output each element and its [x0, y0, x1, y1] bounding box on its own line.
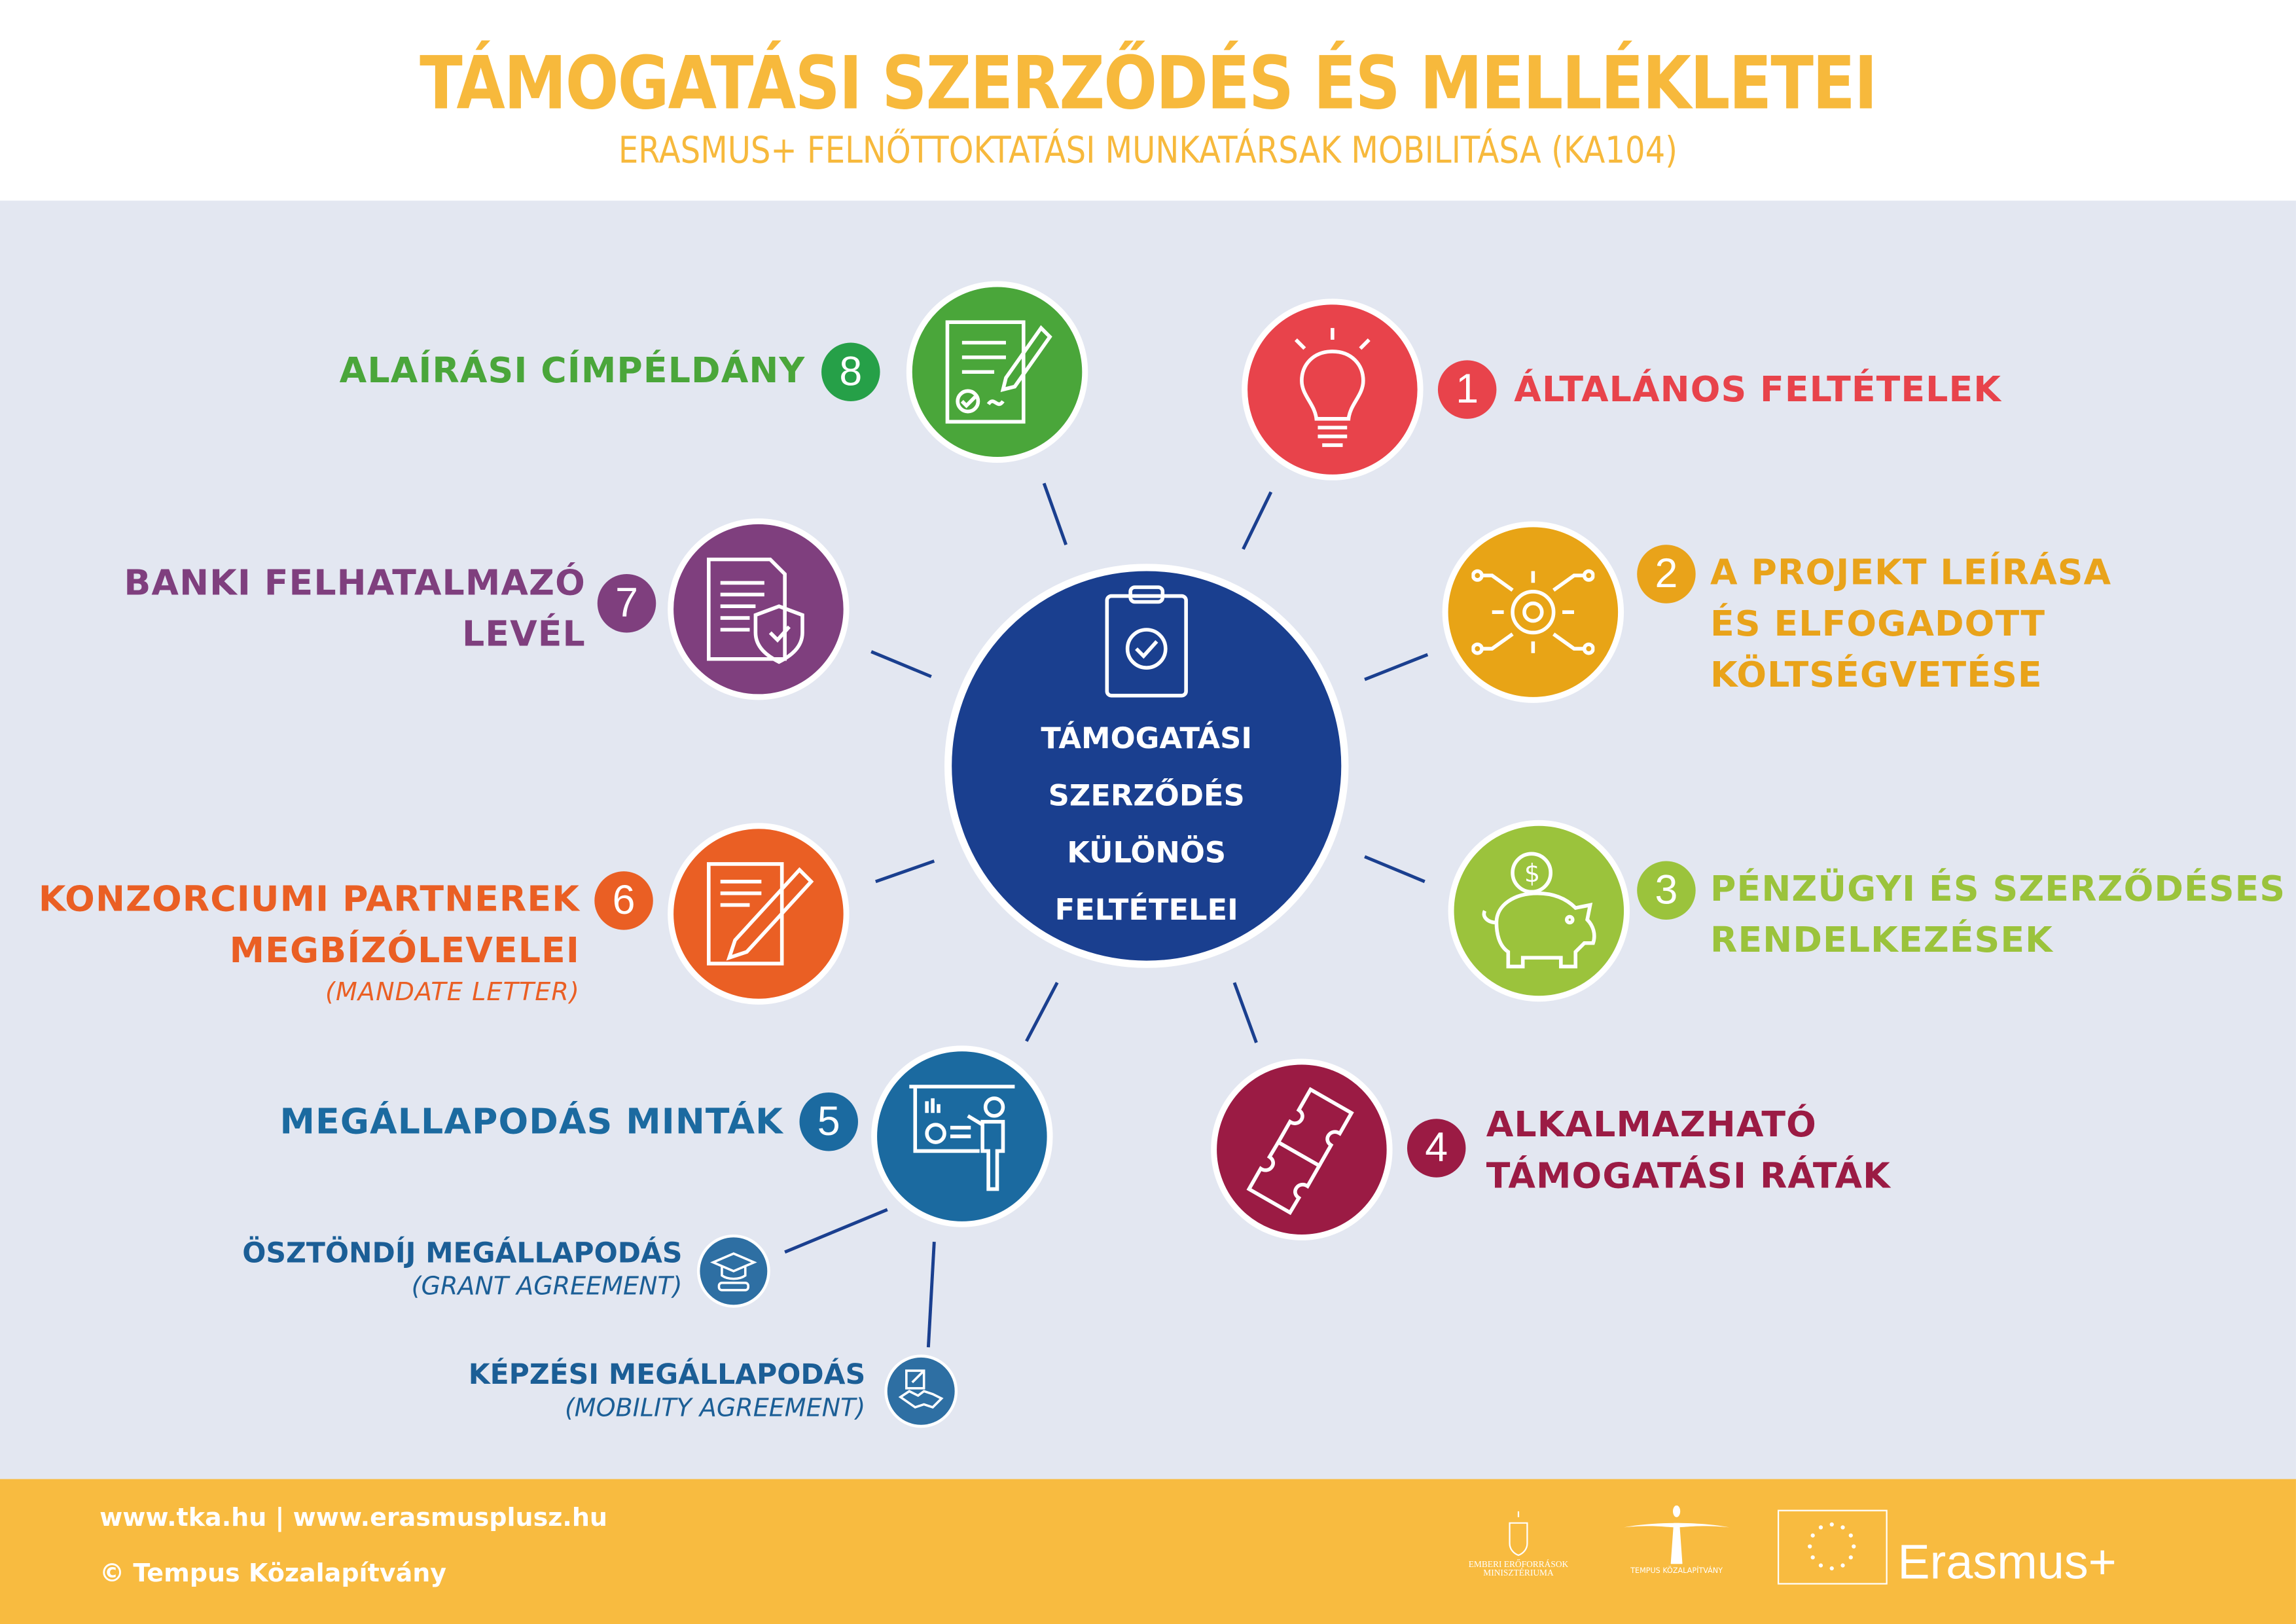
- label-item-8: ALAÍRÁSI CÍMPÉLDÁNY: [340, 346, 806, 397]
- label-line: LEVÉL: [461, 613, 586, 655]
- ministry-logo-text: EMBERI ERŐFORRÁSOK MINISZTÉRIUMA: [1468, 1561, 1569, 1579]
- svg-text:$: $: [1524, 859, 1540, 888]
- badge-8: 8: [821, 342, 880, 401]
- tempus-logo: TEMPUS KÖZALAPÍTVÁNY: [1619, 1505, 1734, 1576]
- center-line: FELTÉTELEI: [1054, 892, 1238, 928]
- label-item-5: MEGÁLLAPODÁS MINTÁK: [279, 1097, 783, 1148]
- presentation-icon: [909, 1085, 1015, 1191]
- tempus-logo-text: TEMPUS KÖZALAPÍTVÁNY: [1630, 1566, 1723, 1576]
- eu-star: [1829, 1522, 1834, 1527]
- eu-star: [1848, 1555, 1853, 1560]
- label-line: ÁLTALÁNOS FELTÉTELEK: [1514, 369, 2002, 410]
- label-line: MEGÁLLAPODÁS MINTÁK: [279, 1101, 783, 1143]
- badge-5: 5: [799, 1092, 858, 1151]
- badge-6: 6: [594, 871, 653, 930]
- badge-1: 1: [1437, 360, 1497, 419]
- circle-item-1: [1242, 298, 1424, 480]
- document-pencil-icon: [707, 862, 814, 965]
- footer: www.tka.hu | www.erasmusplusz.hu © Tempu…: [0, 1479, 2296, 1624]
- document-shield-icon: [707, 557, 804, 664]
- gear-circuit-icon: [1471, 569, 1595, 655]
- badge-7: 7: [597, 573, 656, 633]
- circle-item-3: $: [1448, 820, 1630, 1002]
- ministry-logo: EMBERI ERŐFORRÁSOK MINISZTÉRIUMA: [1458, 1511, 1578, 1579]
- label-line: MEGBÍZÓLEVELEI: [229, 929, 580, 971]
- clipboard-check-icon: [1105, 585, 1188, 698]
- label-line: KÖLTSÉGVETÉSE: [1710, 655, 2043, 696]
- eu-star: [1840, 1525, 1845, 1530]
- circle-item-6: [668, 823, 850, 1005]
- badge-2: 2: [1637, 545, 1696, 604]
- circle-item-4: [1211, 1058, 1393, 1240]
- sub-title: KÉPZÉSI MEGÁLLAPODÁS: [468, 1359, 866, 1392]
- sub-label-mobility: KÉPZÉSI MEGÁLLAPODÁS (MOBILITY AGREEMENT): [469, 1359, 865, 1425]
- label-line: A PROJEKT LEÍRÁSA: [1710, 552, 2112, 594]
- lightbulb-icon: [1294, 328, 1371, 447]
- page-subtitle: ERASMUS+ FELNŐTTOKTATÁSI MUNKATÁRSAK MOB…: [618, 128, 1678, 171]
- sub-title: ÖSZTÖNDÍJ MEGÁLLAPODÁS: [242, 1237, 683, 1270]
- center-line: KÜLÖNÖS: [1067, 835, 1227, 870]
- handshake-icon: [898, 1369, 944, 1409]
- sub-note: (GRANT AGREEMENT): [411, 1272, 683, 1302]
- circle-item-2: [1442, 521, 1624, 703]
- graduation-cap-icon: [710, 1252, 757, 1291]
- eu-flag-icon: [1777, 1509, 1888, 1585]
- footer-links[interactable]: www.tka.hu | www.erasmusplusz.hu: [99, 1504, 608, 1534]
- footer-copyright: © Tempus Közalapítvány: [99, 1559, 447, 1589]
- badge-3: 3: [1637, 861, 1696, 920]
- sub-note: (MOBILITY AGREEMENT): [564, 1394, 866, 1424]
- circle-item-8: [906, 281, 1088, 463]
- eu-star: [1829, 1566, 1834, 1571]
- sub-circle-mobility: [884, 1354, 958, 1428]
- eu-star: [1852, 1544, 1856, 1549]
- label-item-7: BANKI FELHATALMAZÓ LEVÉL: [124, 558, 586, 660]
- eu-star: [1818, 1525, 1823, 1530]
- erasmus-plus-logo: Erasmus+: [1897, 1534, 2117, 1589]
- center-line: SZERZŐDÉS: [1048, 777, 1245, 813]
- label-item-4: ALKALMAZHATÓ TÁMOGATÁSI RÁTÁK: [1486, 1100, 1891, 1202]
- label-line: KONZORCIUMI PARTNEREK: [38, 878, 580, 920]
- sub-circle-grant: [696, 1234, 770, 1308]
- signed-document-icon: [945, 320, 1052, 424]
- eu-star: [1808, 1544, 1812, 1549]
- circle-item-5: [871, 1045, 1053, 1227]
- page-title: TÁMOGATÁSI SZERZŐDÉS ÉS MELLÉKLETEI: [420, 41, 1877, 126]
- label-item-1: ÁLTALÁNOS FELTÉTELEK: [1514, 365, 2001, 416]
- eu-star: [1810, 1555, 1815, 1560]
- badge-4: 4: [1407, 1119, 1466, 1178]
- puzzle-icon: [1246, 1087, 1354, 1216]
- label-item-6: KONZORCIUMI PARTNEREK MEGBÍZÓLEVELEI (MAND…: [39, 875, 580, 1009]
- label-line: ALKALMAZHATÓ: [1486, 1104, 1817, 1146]
- label-line: RENDELKEZÉSEK: [1710, 919, 2053, 961]
- circle-item-7: [668, 518, 850, 700]
- label-line: BANKI FELHATALMAZÓ: [124, 562, 586, 604]
- piggy-bank-icon: $: [1482, 852, 1596, 969]
- center-line: TÁMOGATÁSI: [1041, 720, 1253, 756]
- label-line: ALAÍRÁSI CÍMPÉLDÁNY: [339, 350, 806, 391]
- sub-label-grant: ÖSZTÖNDÍJ MEGÁLLAPODÁS (GRANT AGREEMENT): [242, 1237, 682, 1303]
- label-item-2: A PROJEKT LEÍRÁSA ÉS ELFOGADOTT KÖLTSÉGVET…: [1710, 548, 2111, 702]
- eu-star: [1818, 1563, 1823, 1568]
- label-line: TÁMOGATÁSI RÁTÁK: [1486, 1155, 1891, 1197]
- header: TÁMOGATÁSI SZERZŐDÉS ÉS MELLÉKLETEI ERAS…: [0, 0, 2296, 201]
- eu-star: [1840, 1563, 1845, 1568]
- label-line: PÉNZÜGYI ÉS SZERZŐDÉSES: [1710, 868, 2286, 910]
- eu-star: [1848, 1533, 1853, 1538]
- label-item-3: PÉNZÜGYI ÉS SZERZŐDÉSES RENDELKEZÉSEK: [1710, 864, 2286, 967]
- eu-star: [1810, 1533, 1815, 1538]
- label-note: (MANDATE LETTER): [325, 978, 580, 1008]
- label-line: ÉS ELFOGADOTT: [1710, 603, 2046, 645]
- center-circle: TÁMOGATÁSI SZERZŐDÉS KÜLÖNÖS FELTÉTELEI: [944, 564, 1349, 968]
